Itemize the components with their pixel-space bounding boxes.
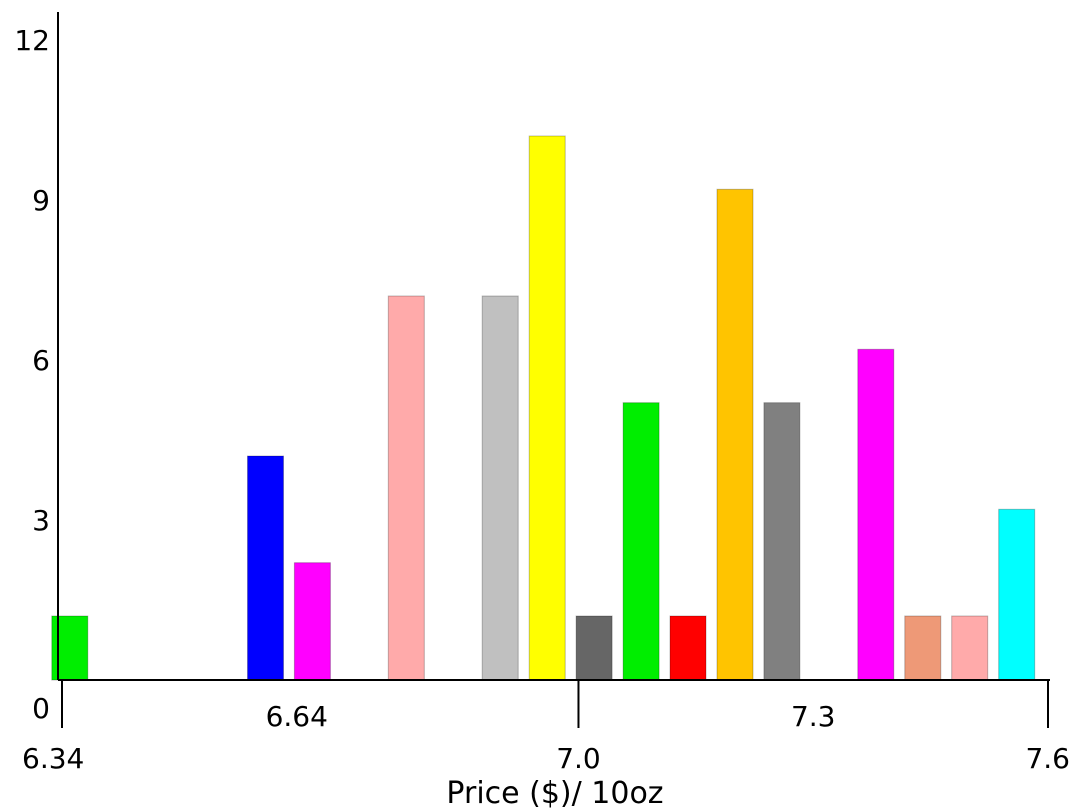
bar-1	[247, 455, 284, 681]
bar-7	[622, 402, 660, 681]
x-tick-label-lower-0: 6.34	[22, 742, 84, 775]
bar-4	[481, 295, 519, 681]
x-axis-title: Price ($)/ 10oz	[446, 776, 663, 811]
bar-10	[763, 402, 801, 681]
y-tick-label-0: 0	[32, 692, 50, 725]
y-tick-label-1: 3	[32, 504, 50, 537]
y-tick-label-3: 9	[32, 184, 50, 217]
x-tick-label-lower-2: 7.6	[1025, 742, 1070, 775]
bar-11	[857, 348, 895, 681]
bar-2	[293, 562, 331, 681]
bar-14	[998, 508, 1036, 681]
x-tick-label-upper-1: 7.3	[791, 700, 836, 733]
y-tick-label-2: 6	[32, 344, 50, 377]
bar-3	[387, 295, 425, 681]
x-tick-label-upper-0: 6.64	[266, 700, 328, 733]
bar-13	[951, 615, 989, 681]
y-tick-label-4: 12	[14, 24, 50, 57]
bar-9	[716, 188, 754, 681]
bar-5	[528, 135, 566, 681]
bar-8	[669, 615, 707, 681]
x-tick-label-lower-1: 7.0	[556, 742, 601, 775]
bar-12	[904, 615, 942, 681]
bar-6	[575, 615, 613, 681]
ticks-layer: 0 3 6 9 12 6.34 7.0 7.6 6.64 7.3	[14, 24, 1070, 775]
bars-layer	[51, 135, 1036, 681]
